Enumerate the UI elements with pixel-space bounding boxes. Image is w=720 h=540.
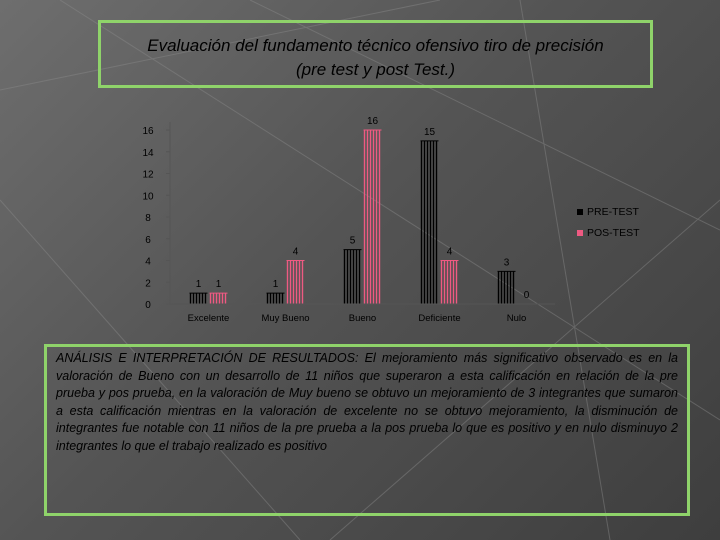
- chart-title-line-1: Evaluación del fundamento técnico ofensi…: [147, 36, 604, 55]
- y-tick-label: 12: [142, 170, 154, 181]
- bar-pos: [209, 292, 228, 304]
- analysis-text-box: ANÁLISIS E INTERPRETACIÓN DE RESULTADOS:…: [44, 344, 690, 516]
- y-tick-label: 4: [145, 257, 151, 268]
- analysis-text: ANÁLISIS E INTERPRETACIÓN DE RESULTADOS:…: [56, 351, 678, 453]
- y-tick-label: 8: [145, 213, 151, 224]
- x-tick-label: Muy Bueno: [261, 313, 309, 324]
- data-label: 3: [504, 257, 510, 268]
- y-tick-label: 0: [145, 300, 151, 311]
- data-label: 0: [524, 290, 530, 301]
- legend: PRE-TEST POS-TEST: [577, 206, 640, 239]
- y-tick-label: 6: [145, 235, 151, 246]
- bar-pre: [189, 292, 208, 304]
- bar-pre: [497, 270, 516, 304]
- bar-pre: [266, 292, 285, 304]
- data-label: 1: [273, 279, 279, 290]
- bar-pre: [420, 140, 439, 304]
- data-label: 16: [367, 116, 379, 127]
- data-label: 4: [293, 247, 299, 258]
- chart-title-line-2: (pre test y post Test.): [295, 60, 456, 79]
- legend-swatch: [577, 209, 583, 215]
- chart-title-box: Evaluación del fundamento técnico ofensi…: [98, 20, 653, 88]
- x-tick-label: Deficiente: [418, 313, 460, 324]
- bar-pos: [286, 260, 305, 304]
- bar-pos: [440, 260, 459, 304]
- data-label: 4: [447, 247, 453, 258]
- data-label: 15: [424, 127, 436, 138]
- y-axis: 0 2 4 6 8 10 12 14 16: [142, 122, 171, 311]
- bar-pre: [343, 249, 362, 304]
- legend-label: PRE-TEST: [587, 206, 640, 218]
- data-label: 1: [216, 279, 222, 290]
- y-tick-label: 10: [142, 191, 154, 202]
- bar-pos: [363, 129, 382, 304]
- x-tick-label: Nulo: [507, 313, 527, 324]
- y-tick-label: 2: [145, 278, 151, 289]
- legend-swatch: [577, 230, 583, 236]
- y-tick-label: 16: [142, 126, 154, 137]
- data-label: 1: [196, 279, 202, 290]
- x-tick-label: Excelente: [188, 313, 230, 324]
- x-axis: Excelente Muy Bueno Bueno Deficiente Nulo: [170, 303, 555, 324]
- x-tick-label: Bueno: [349, 313, 376, 324]
- y-tick-label: 14: [142, 148, 154, 159]
- legend-label: POS-TEST: [587, 227, 640, 239]
- data-label: 5: [350, 236, 356, 247]
